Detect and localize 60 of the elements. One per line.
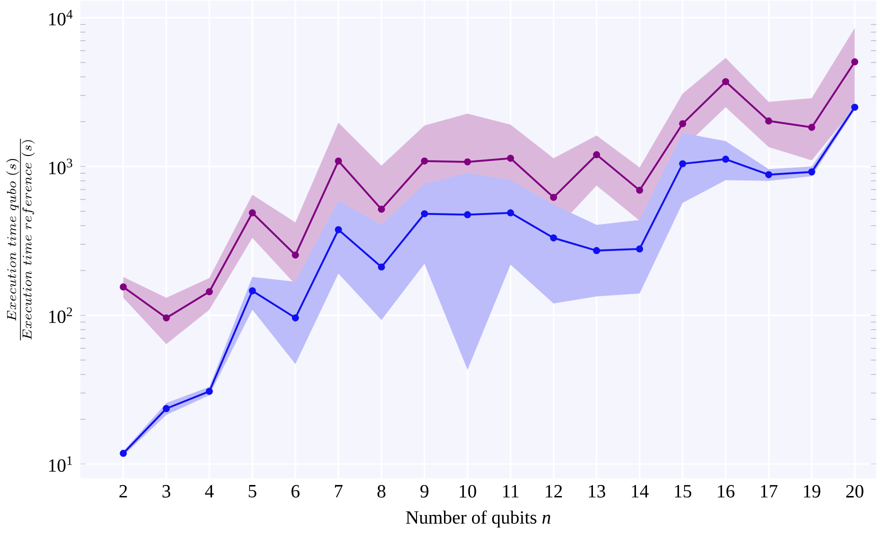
- point: [679, 160, 686, 168]
- point: [593, 151, 600, 158]
- point: [679, 120, 686, 128]
- y-tick-label: 10$^{1}$: [49, 456, 72, 472]
- point: [593, 247, 600, 254]
- point: [636, 246, 644, 253]
- point: [378, 264, 385, 271]
- point: [550, 234, 558, 242]
- x-tick-label: 2: [119, 485, 127, 498]
- point: [636, 186, 644, 194]
- x-tick-label: 5: [248, 485, 256, 498]
- y-axis-title: $\frac{Execution\ time\ qubo\ (s)}{Execution\ time\ reference\ (s)}$: [6, 138, 35, 341]
- point: [334, 158, 342, 165]
- point: [506, 154, 514, 162]
- x-tick-label: 14: [632, 485, 649, 498]
- point: [550, 194, 558, 202]
- point: [506, 209, 514, 216]
- x-tick-label: 12: [546, 485, 562, 498]
- x-tick-label: 20: [846, 485, 864, 498]
- x-tick-label: 17: [760, 485, 778, 498]
- point: [722, 78, 730, 86]
- point: [248, 209, 256, 216]
- x-tick-label: 11: [503, 485, 518, 498]
- point: [464, 158, 472, 166]
- x-tick-label: 10: [460, 485, 476, 498]
- point: [808, 168, 816, 176]
- point: [420, 210, 428, 218]
- point: [851, 104, 858, 111]
- y-tick-label: 10$^{4}$: [49, 10, 73, 26]
- x-tick-label: 6: [292, 485, 300, 498]
- point: [722, 156, 730, 163]
- x-tick-label: 3: [162, 485, 170, 498]
- point: [334, 226, 342, 234]
- point: [464, 211, 472, 218]
- x-tick-label: 8: [377, 485, 386, 498]
- point: [292, 252, 299, 259]
- x-tick-label: 19: [804, 485, 820, 498]
- point: [206, 288, 213, 296]
- point: [420, 158, 428, 165]
- x-axis-title: Number of qubits n: [406, 510, 550, 528]
- point: [851, 58, 858, 66]
- x-tick-label: 15: [674, 485, 692, 498]
- x-tick-label: 9: [420, 485, 428, 498]
- point: [292, 314, 299, 322]
- point: [248, 287, 256, 294]
- point: [162, 314, 170, 322]
- y-tick-label: 10$^{2}$: [49, 308, 72, 324]
- point: [808, 124, 816, 131]
- point: [162, 405, 170, 412]
- x-tick-label: 16: [718, 485, 734, 498]
- y-tick-label: 10$^{3}$: [49, 158, 72, 174]
- point: [206, 388, 213, 396]
- point: [120, 450, 127, 458]
- point: [765, 171, 772, 178]
- point: [378, 206, 385, 213]
- point: [765, 118, 772, 125]
- x-tick-label: 7: [334, 485, 343, 498]
- x-tick-label: 4: [205, 485, 214, 498]
- x-tick-label: 13: [588, 485, 606, 498]
- point: [120, 284, 127, 291]
